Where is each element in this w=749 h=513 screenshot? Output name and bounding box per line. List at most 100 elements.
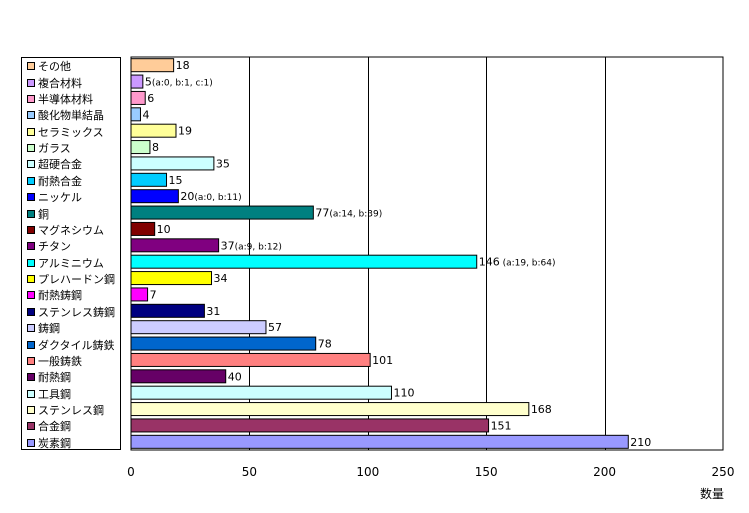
value-label-0: 18 xyxy=(176,59,190,72)
value-label-10: 10 xyxy=(157,223,171,236)
bar-16 xyxy=(130,320,267,335)
legend-item: その他 xyxy=(27,58,71,74)
legend-label: その他 xyxy=(38,60,71,74)
legend-label: 合金鋼 xyxy=(38,420,71,434)
legend-item: アルミニウム xyxy=(27,255,104,271)
bar-4 xyxy=(130,123,177,138)
legend-swatch xyxy=(27,78,35,87)
legend-label: 耐熱鋳鋼 xyxy=(38,289,82,303)
legend-swatch xyxy=(27,307,35,316)
legend-label: ダクタイル鋳鉄 xyxy=(38,338,115,352)
x-tick-label-250: 250 xyxy=(712,465,735,479)
bar-11 xyxy=(130,238,220,253)
legend-item: ダクタイル鋳鉄 xyxy=(27,337,115,353)
bar-0 xyxy=(130,58,175,73)
bar-6 xyxy=(130,156,215,171)
annotation-11: (a:9, b:12) xyxy=(235,242,282,252)
legend-label: マグネシウム xyxy=(38,223,104,237)
legend-swatch xyxy=(27,94,35,103)
value-label-13: 34 xyxy=(214,272,228,285)
bar-17 xyxy=(130,336,317,351)
value-label-11: 37(a:9, b:12) xyxy=(221,239,282,252)
legend-label: ニッケル xyxy=(38,191,82,205)
x-axis-title: 数量 xyxy=(700,486,724,501)
legend-item: 超硬合金 xyxy=(27,156,82,172)
legend-label: 一般鋳鉄 xyxy=(38,354,82,368)
annotation-12: (a:19, b:64) xyxy=(500,259,556,269)
value-label-22: 151 xyxy=(491,419,512,432)
legend-item: 鋳鋼 xyxy=(27,320,60,336)
legend-label: 耐熱鋼 xyxy=(38,371,71,385)
bar-9 xyxy=(130,205,314,220)
value-label-2: 6 xyxy=(147,92,154,105)
legend: その他 複合材料 半導体材料 酸化物単結晶 セラミックス ガラス 超硬合金 耐熱合金 ニッケル銅… xyxy=(21,57,121,450)
value-label-8: 20(a:0, b:11) xyxy=(180,190,241,203)
legend-swatch xyxy=(27,209,35,218)
legend-label: 複合材料 xyxy=(38,76,82,90)
value-label-4: 19 xyxy=(178,125,192,138)
value-label-3: 4 xyxy=(142,108,149,121)
value-label-6: 35 xyxy=(216,157,230,170)
legend-item: 耐熱鋳鋼 xyxy=(27,287,82,303)
bar-21 xyxy=(130,402,530,417)
legend-label: ガラス xyxy=(38,142,71,156)
legend-swatch xyxy=(27,291,35,300)
annotation-8: (a:0, b:11) xyxy=(194,193,241,203)
annotation-9: (a:14, b:39) xyxy=(329,210,382,220)
legend-item: 銅 xyxy=(27,206,49,222)
legend-item: チタン xyxy=(27,238,71,254)
legend-label: 耐熱合金 xyxy=(38,174,82,188)
legend-item: 合金鋼 xyxy=(27,418,71,434)
legend-label: 半導体材料 xyxy=(38,92,93,106)
legend-swatch xyxy=(27,144,35,153)
legend-label: 鋳鋼 xyxy=(38,322,60,336)
legend-item: 耐熱合金 xyxy=(27,173,82,189)
bar-3 xyxy=(130,107,141,122)
bar-5 xyxy=(130,140,151,155)
value-label-23: 210 xyxy=(630,436,651,449)
legend-item: ステンレス鋳鋼 xyxy=(27,304,115,320)
bar-14 xyxy=(130,287,149,302)
value-label-19: 40 xyxy=(228,370,242,383)
bar-2 xyxy=(130,90,146,105)
value-label-15: 31 xyxy=(206,305,220,318)
legend-item: 耐熱鋼 xyxy=(27,369,71,385)
legend-item: 半導体材料 xyxy=(27,91,93,107)
bar-10 xyxy=(130,221,156,236)
legend-swatch xyxy=(27,275,35,284)
legend-swatch xyxy=(27,389,35,398)
legend-label: 炭素鋼 xyxy=(38,436,71,450)
legend-item: プレハードン鋼 xyxy=(27,271,115,287)
x-tick-label-200: 200 xyxy=(593,465,616,479)
bar-15 xyxy=(130,303,205,318)
value-label-14: 7 xyxy=(150,288,157,301)
bar-22 xyxy=(130,418,490,433)
legend-swatch xyxy=(27,111,35,120)
legend-item: マグネシウム xyxy=(27,222,104,238)
value-label-12: 146 (a:19, b:64) xyxy=(479,256,556,269)
legend-swatch xyxy=(27,356,35,365)
bar-18 xyxy=(130,352,371,367)
legend-label: セラミックス xyxy=(38,125,104,139)
legend-label: 銅 xyxy=(38,207,49,221)
legend-swatch xyxy=(27,127,35,136)
x-tick-label-50: 50 xyxy=(242,465,257,479)
legend-item: セラミックス xyxy=(27,124,104,140)
legend-label: チタン xyxy=(38,240,71,254)
bar-23 xyxy=(130,434,629,449)
bar-12 xyxy=(130,254,478,269)
value-label-20: 110 xyxy=(393,387,414,400)
legend-swatch xyxy=(27,176,35,185)
legend-item: ガラス xyxy=(27,140,71,156)
legend-label: 工具鋼 xyxy=(38,387,71,401)
value-label-9: 77(a:14, b:39) xyxy=(315,207,382,220)
legend-swatch xyxy=(27,242,35,251)
legend-item: 炭素鋼 xyxy=(27,435,71,451)
x-tick-label-150: 150 xyxy=(475,465,498,479)
x-tick-label-100: 100 xyxy=(356,465,379,479)
legend-swatch xyxy=(27,225,35,234)
bar-1 xyxy=(130,74,144,89)
legend-item: 複合材料 xyxy=(27,75,82,91)
legend-swatch xyxy=(27,258,35,267)
